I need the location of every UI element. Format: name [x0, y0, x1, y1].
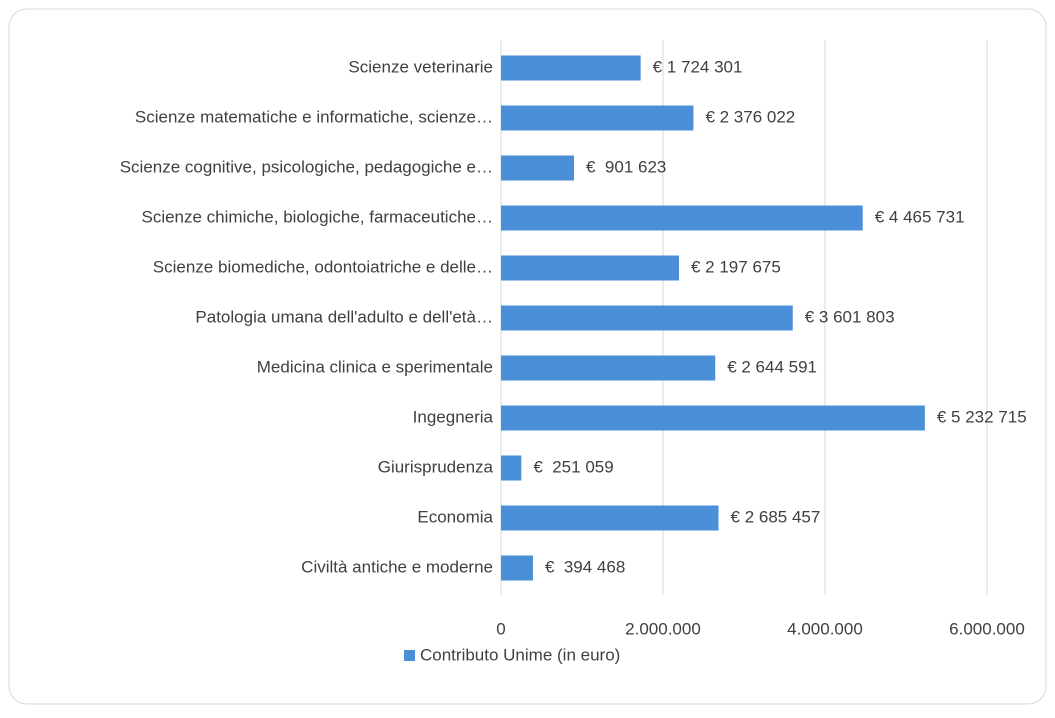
value-label: € 251 059: [533, 457, 613, 476]
bar: [501, 555, 533, 581]
bar: [501, 355, 716, 381]
bar: [501, 55, 641, 81]
y-tick-label: Scienze veterinarie: [348, 57, 493, 76]
y-tick-label: Economia: [417, 507, 493, 526]
value-label: € 2 644 591: [727, 357, 817, 376]
y-tick-label: Scienze cognitive, psicologiche, pedagog…: [120, 157, 493, 176]
x-tick-label: 4.000.000: [787, 619, 863, 638]
y-tick-label: Medicina clinica e sperimentale: [257, 357, 493, 376]
bar: [501, 105, 694, 131]
bar: [501, 405, 925, 431]
legend-swatch: [404, 650, 415, 661]
value-label: € 3 601 803: [805, 307, 895, 326]
y-tick-label: Giurisprudenza: [378, 457, 494, 476]
bar: [501, 505, 719, 531]
y-tick-label: Patologia umana dell'adulto e dell'età…: [195, 307, 493, 326]
y-tick-label: Scienze biomediche, odontoiatriche e del…: [153, 257, 493, 276]
value-label: € 2 197 675: [691, 257, 781, 276]
y-tick-label: Ingegneria: [413, 407, 494, 426]
legend-label: Contributo Unime (in euro): [420, 645, 620, 664]
y-tick-label: Scienze matematiche e informatiche, scie…: [135, 107, 493, 126]
x-tick-label: 0: [496, 619, 505, 638]
bar: [501, 255, 680, 281]
bar: [501, 305, 793, 331]
value-label: € 1 724 301: [653, 57, 743, 76]
bar: [501, 455, 522, 481]
bar: [501, 205, 863, 231]
bar: [501, 155, 575, 181]
value-label: € 4 465 731: [875, 207, 965, 226]
value-label: € 2 376 022: [705, 107, 795, 126]
y-tick-label: Civiltà antiche e moderne: [301, 557, 493, 576]
value-label: € 2 685 457: [731, 507, 821, 526]
x-tick-label: 2.000.000: [625, 619, 701, 638]
y-tick-label: Scienze chimiche, biologiche, farmaceuti…: [141, 207, 493, 226]
value-label: € 5 232 715: [937, 407, 1027, 426]
x-tick-label: 6.000.000: [949, 619, 1025, 638]
value-label: € 901 623: [586, 157, 666, 176]
value-label: € 394 468: [545, 557, 625, 576]
